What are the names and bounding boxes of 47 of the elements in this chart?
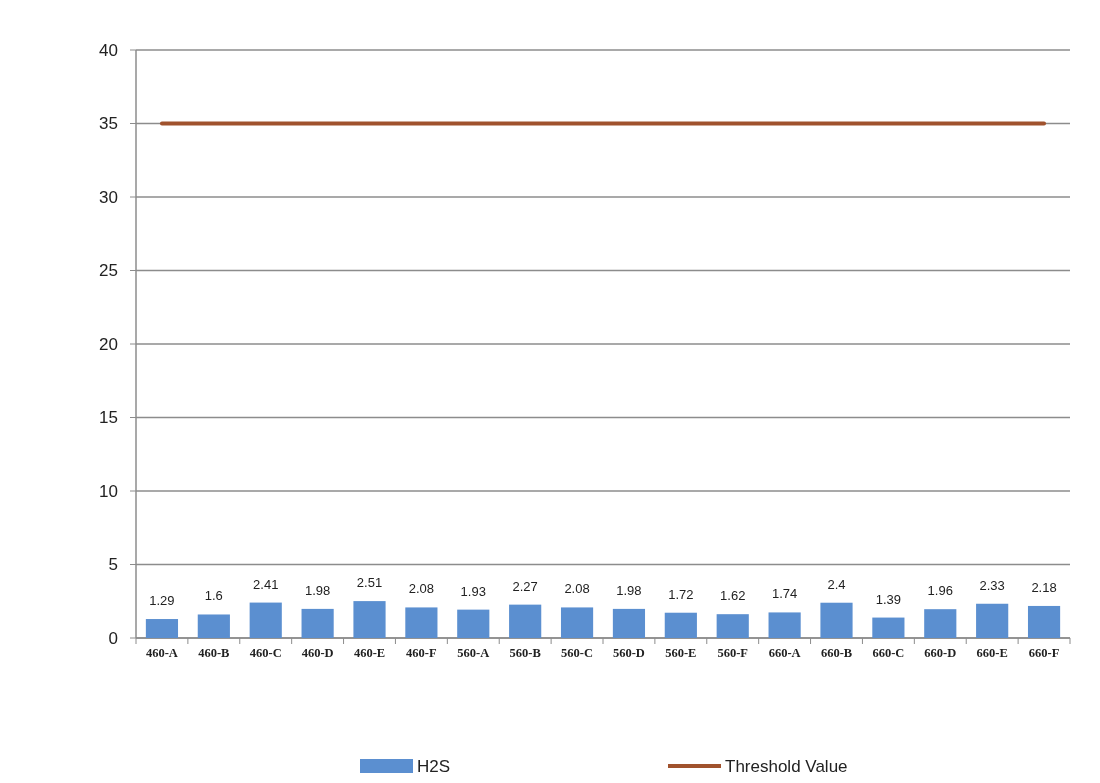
x-tick-label: 560-C xyxy=(561,646,594,660)
y-tick-label: 35 xyxy=(99,114,118,134)
y-tick-label: 40 xyxy=(99,40,118,60)
data-label: 2.08 xyxy=(564,581,590,597)
data-label: 2.27 xyxy=(512,578,538,594)
x-tick-label: 560-B xyxy=(509,646,541,660)
data-label: 1.72 xyxy=(668,586,694,602)
x-tick-label: 460-A xyxy=(145,646,178,660)
data-label: 1.93 xyxy=(460,583,486,599)
x-tick-label: 460-C xyxy=(249,646,282,660)
y-tick-label: 10 xyxy=(99,481,118,501)
y-tick-label: 25 xyxy=(99,261,118,281)
data-label: 1.74 xyxy=(771,586,798,602)
y-tick-label: 0 xyxy=(108,628,118,648)
data-label: 1.62 xyxy=(720,588,746,604)
data-label: 2.33 xyxy=(979,577,1005,593)
data-label: 2.41 xyxy=(253,576,279,592)
x-tick-label: 460-B xyxy=(198,646,230,660)
data-label: 2.51 xyxy=(356,575,383,591)
data-label: 1.6 xyxy=(204,588,223,604)
x-tick-label: 460-E xyxy=(353,646,386,660)
data-label: 2.4 xyxy=(827,576,846,592)
data-label: 2.08 xyxy=(408,581,435,597)
legend-label: H2S xyxy=(417,756,451,776)
x-tick-label: 460-F xyxy=(406,646,438,660)
x-tick-label: 660-D xyxy=(924,646,957,660)
x-tick-label: 560-D xyxy=(612,646,645,660)
data-label: 1.98 xyxy=(616,582,642,598)
data-label: 1.98 xyxy=(304,582,331,598)
x-tick-label: 660-B xyxy=(820,646,853,660)
y-tick-label: 15 xyxy=(99,408,118,428)
x-tick-label: 660-A xyxy=(768,646,801,660)
data-label: 1.96 xyxy=(927,583,953,599)
x-tick-label: 560-E xyxy=(665,646,697,660)
x-tick-label: 460-D xyxy=(301,646,334,660)
x-tick-label: 660-F xyxy=(1028,646,1060,660)
data-label: 1.29 xyxy=(149,593,175,609)
x-tick-label: 560-A xyxy=(457,646,490,660)
data-label: 2.18 xyxy=(1031,579,1057,595)
y-tick-label: 30 xyxy=(99,187,118,207)
y-tick-label: 5 xyxy=(108,555,118,575)
x-tick-label: 560-F xyxy=(717,646,749,660)
y-tick-label: 20 xyxy=(99,334,118,354)
x-tick-label: 660-C xyxy=(872,646,905,660)
data-label: 1.39 xyxy=(875,591,902,607)
x-tick-label: 660-E xyxy=(976,646,1008,660)
legend-label: Threshold Value xyxy=(725,756,848,776)
